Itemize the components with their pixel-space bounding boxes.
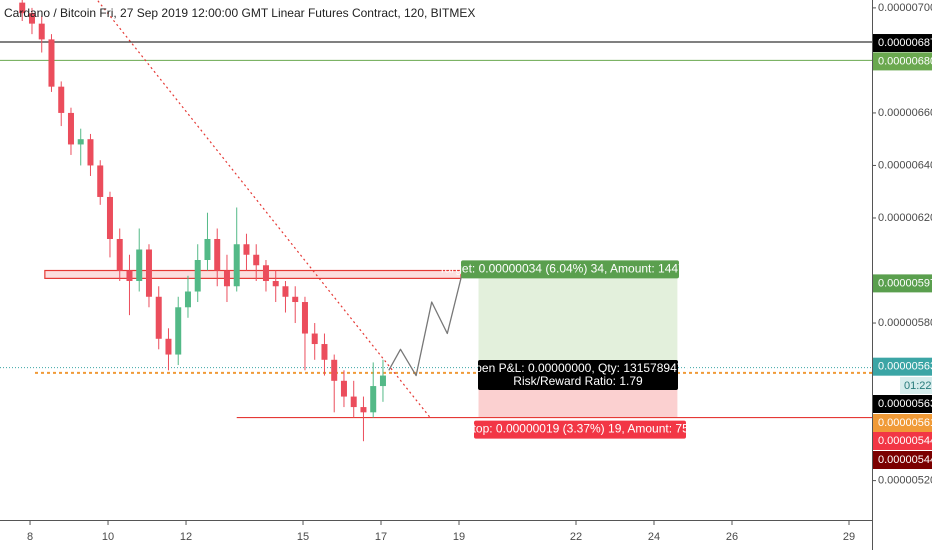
candle-body [175, 307, 182, 355]
countdown: 01:22 [904, 380, 932, 392]
candle-body [136, 249, 143, 282]
candle-body [165, 338, 172, 355]
candle-body [184, 291, 191, 308]
rr-text: Risk/Reward Ratio: 1.79 [513, 374, 643, 388]
x-tick-label: 26 [726, 531, 738, 543]
y-tick-label: 0.00000700 [878, 2, 932, 14]
y-tick-label: 0.00000580 [878, 317, 932, 329]
x-tick-label: 12 [180, 531, 192, 543]
candle-body [145, 249, 152, 297]
candle-body [272, 281, 279, 287]
candle-body [262, 265, 269, 282]
candle-body [340, 380, 347, 397]
price-label-box [873, 395, 932, 413]
label-text: Target: 0.00000034 (6.04%) 34, Amount: 1… [439, 262, 702, 276]
x-tick-label: 29 [843, 531, 855, 543]
label-box [461, 260, 679, 279]
candle-body [204, 238, 211, 260]
price-label: 0.00000563 [878, 361, 932, 373]
candle-body [28, 13, 35, 24]
price-label: 0.00000597 [878, 277, 932, 289]
price-label-box [873, 274, 932, 293]
candle-body [97, 165, 104, 197]
candle-body [155, 296, 162, 339]
chart-title: Cardano / Bitcoin Fri, 27 Sep 2019 12:00… [4, 6, 475, 20]
candle-body [194, 260, 201, 292]
candle-body [311, 333, 318, 345]
candle-body [243, 244, 250, 255]
resistance-zone [44, 269, 462, 279]
candle-body [126, 270, 133, 282]
price-label-box [873, 432, 932, 450]
candle-body [350, 396, 357, 408]
y-tick-label: 0.00000620 [878, 212, 932, 224]
label-box [474, 420, 686, 439]
price-label-box [873, 34, 932, 53]
candle-body [116, 238, 123, 271]
y-tick-label: 0.00000520 [878, 475, 932, 487]
price-label: 0.00000544 [878, 435, 932, 447]
price-label-box [873, 451, 932, 469]
candle-body [106, 196, 113, 239]
price-label-box [873, 357, 932, 376]
x-tick-label: 17 [375, 531, 387, 543]
target-zone [478, 278, 678, 373]
candle-body [292, 296, 299, 303]
candle-body [48, 39, 55, 87]
trendline [97, 0, 431, 418]
candle-body [331, 359, 338, 381]
y-tick-label: 0.00000640 [878, 159, 932, 171]
candle-body [214, 238, 221, 271]
candle-body [38, 23, 45, 40]
candle-body [223, 270, 230, 287]
x-tick-label: 10 [102, 531, 114, 543]
candle-body [77, 139, 84, 145]
candle-body [87, 139, 94, 166]
candle-body [360, 407, 367, 413]
candle-body [67, 112, 74, 145]
candle-body [379, 375, 386, 387]
price-label: 0.00000687 [878, 37, 932, 49]
x-tick-label: 24 [648, 531, 660, 543]
candle-body [233, 244, 240, 287]
x-tick-label: 19 [453, 531, 465, 543]
price-label: 0.00000563 [878, 398, 932, 410]
countdown-box [900, 377, 932, 394]
candle-body [321, 344, 328, 360]
x-tick-label: 22 [570, 531, 582, 543]
y-tick-label: 0.00000660 [878, 107, 932, 119]
candle-body [19, 2, 26, 14]
x-tick-label: 15 [297, 531, 309, 543]
price-label: 0.00000680 [878, 55, 932, 67]
candle-body [370, 386, 377, 413]
price-label: 0.00000544 [878, 454, 932, 466]
projection [388, 270, 464, 377]
price-label: 0.00000561 [878, 417, 932, 429]
candle-body [253, 254, 260, 266]
pnl-box [478, 360, 678, 390]
price-label-box [873, 414, 932, 432]
candle-body [282, 286, 289, 297]
x-tick-label: 8 [27, 531, 33, 543]
price-label-box [873, 52, 932, 71]
pnl-text: Open P&L: 0.00000000, Qty: 1315789473 [466, 361, 691, 375]
candle-body [301, 302, 308, 334]
label-text: Stop: 0.00000019 (3.37%) 19, Amount: 750 [465, 422, 696, 436]
candle-body [58, 86, 65, 113]
